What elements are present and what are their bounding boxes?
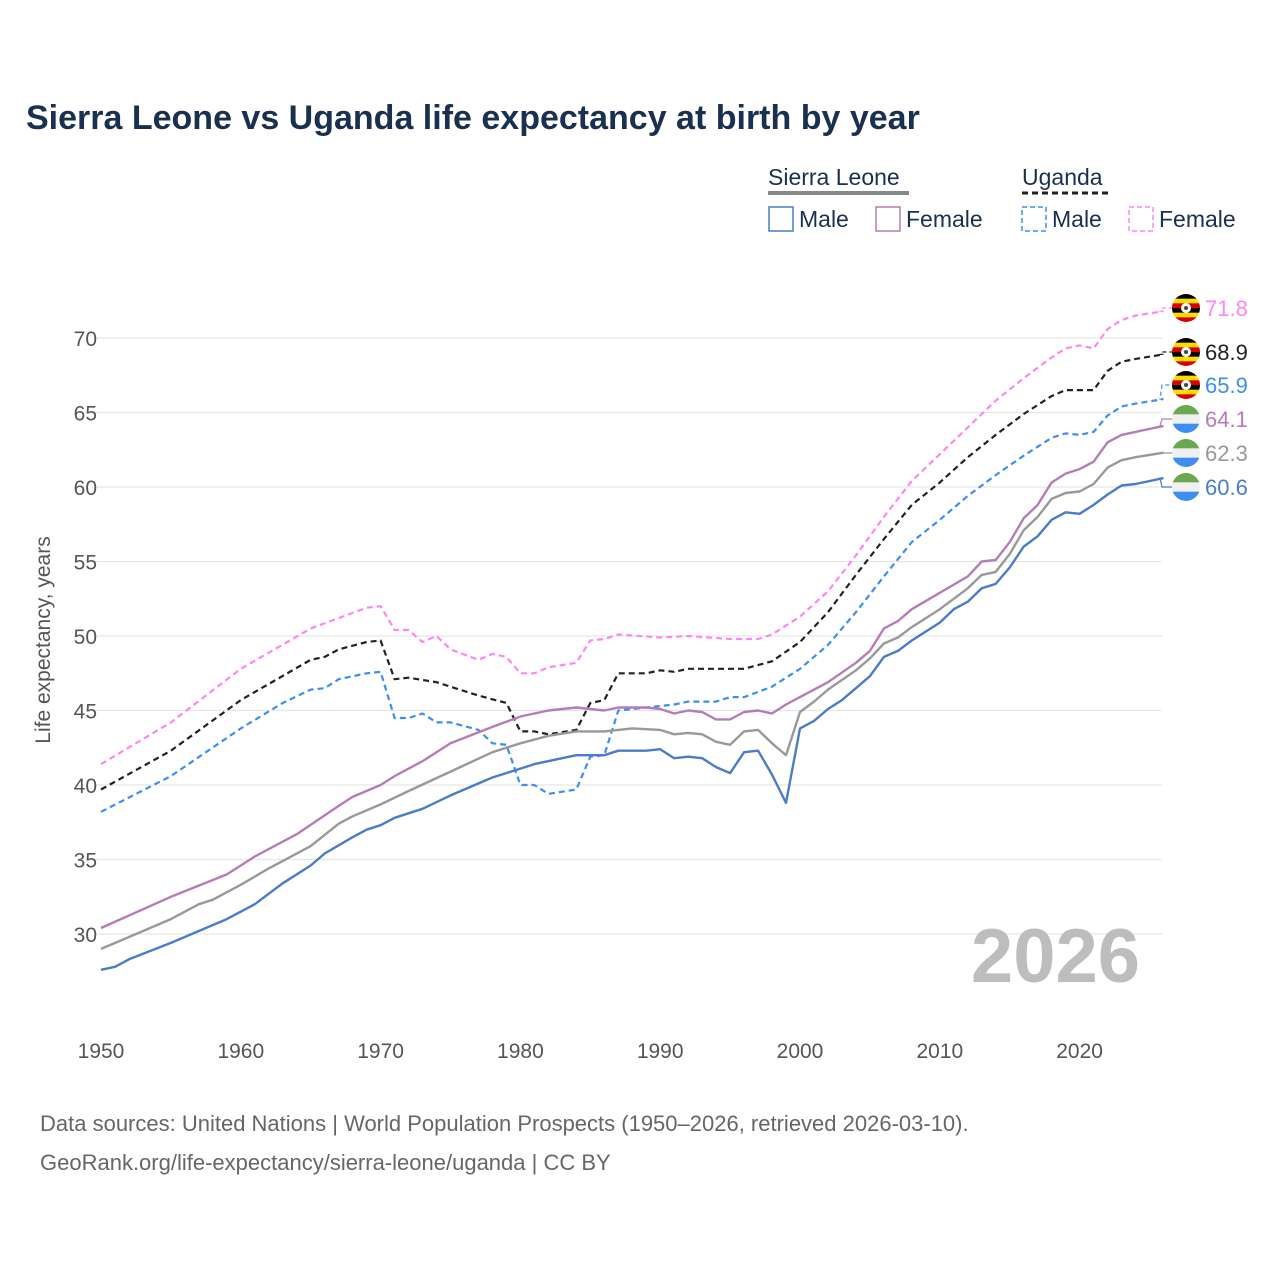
end-value-uganda: 68.9 xyxy=(1205,340,1248,365)
x-tick-label: 2010 xyxy=(916,1040,963,1063)
x-tick-label: 1970 xyxy=(357,1040,404,1063)
legend-swatch-sl-male xyxy=(768,206,794,232)
legend-group-uganda[interactable]: Uganda xyxy=(1022,164,1103,190)
uganda-flag-icon xyxy=(1172,294,1200,322)
y-axis-title: Life expectancy, years xyxy=(32,536,55,743)
legend-item-ug-female[interactable]: Female xyxy=(1159,206,1236,232)
legend-swatch-ug-female xyxy=(1128,206,1154,232)
footer-sources: Data sources: United Nations | World Pop… xyxy=(40,1111,969,1136)
end-value-sierra-leone: 62.3 xyxy=(1205,441,1248,466)
end-labels: 71.8 68.9 65.9 64.1 62.3 60.6 xyxy=(1158,294,1248,501)
y-tick-label: 55 xyxy=(74,552,97,575)
end-value-uganda-female: 71.8 xyxy=(1205,296,1248,321)
uganda-flag-icon xyxy=(1172,338,1200,366)
end-value-uganda-male: 65.9 xyxy=(1205,373,1248,398)
leader-line xyxy=(1158,307,1172,312)
x-tick-label: 2000 xyxy=(777,1040,824,1063)
end-value-sierra-leone-female: 64.1 xyxy=(1205,407,1248,432)
y-tick-label: 35 xyxy=(74,850,97,873)
year-watermark: 2026 xyxy=(971,914,1140,999)
x-tick-label: 2020 xyxy=(1056,1040,1103,1063)
y-tick-label: 50 xyxy=(74,626,97,649)
sierra-leone-flag-icon xyxy=(1172,405,1200,433)
x-tick-label: 1980 xyxy=(497,1040,544,1063)
y-tick-label: 60 xyxy=(74,477,97,500)
leader-line xyxy=(1159,384,1172,400)
leader-line xyxy=(1159,477,1172,488)
y-axis: 30 35 40 45 50 55 60 65 70 xyxy=(74,328,97,947)
series-line-sierra-leone-male xyxy=(100,476,1164,971)
end-value-sierra-leone-male: 60.6 xyxy=(1205,475,1248,500)
series-line-uganda xyxy=(100,353,1164,791)
uganda-flag-icon xyxy=(1172,371,1200,399)
leader-line xyxy=(1159,418,1172,427)
series-line-sierra-leone xyxy=(100,451,1164,951)
x-axis: 1950 1960 1970 1980 1990 2000 2010 2020 xyxy=(78,1040,1103,1063)
legend-group-sierra-leone[interactable]: Sierra Leone xyxy=(768,164,900,190)
legend-swatch-sl-female xyxy=(875,206,901,232)
legend: Sierra Leone Uganda Male Female Male Fem… xyxy=(768,164,1236,232)
sierra-leone-flag-icon xyxy=(1172,439,1200,467)
x-tick-label: 1960 xyxy=(217,1040,264,1063)
series-line-uganda-female xyxy=(100,310,1164,766)
leader-line xyxy=(1158,351,1172,355)
chart-title: Sierra Leone vs Uganda life expectancy a… xyxy=(26,99,920,137)
legend-item-ug-male[interactable]: Male xyxy=(1052,206,1102,232)
y-tick-label: 40 xyxy=(74,775,97,798)
y-tick-label: 70 xyxy=(74,328,97,351)
y-tick-label: 65 xyxy=(74,403,97,426)
legend-swatch-ug-male xyxy=(1021,206,1047,232)
series-line-sierra-leone-female xyxy=(100,424,1164,930)
x-tick-label: 1990 xyxy=(637,1040,684,1063)
y-tick-label: 30 xyxy=(74,924,97,947)
x-tick-label: 1950 xyxy=(78,1040,125,1063)
legend-item-sl-male[interactable]: Male xyxy=(799,206,849,232)
sierra-leone-flag-icon xyxy=(1172,473,1200,501)
series-lines xyxy=(100,310,1164,971)
legend-item-sl-female[interactable]: Female xyxy=(906,206,983,232)
y-tick-label: 45 xyxy=(74,701,97,724)
footer-attribution[interactable]: GeoRank.org/life-expectancy/sierra-leone… xyxy=(40,1150,611,1175)
